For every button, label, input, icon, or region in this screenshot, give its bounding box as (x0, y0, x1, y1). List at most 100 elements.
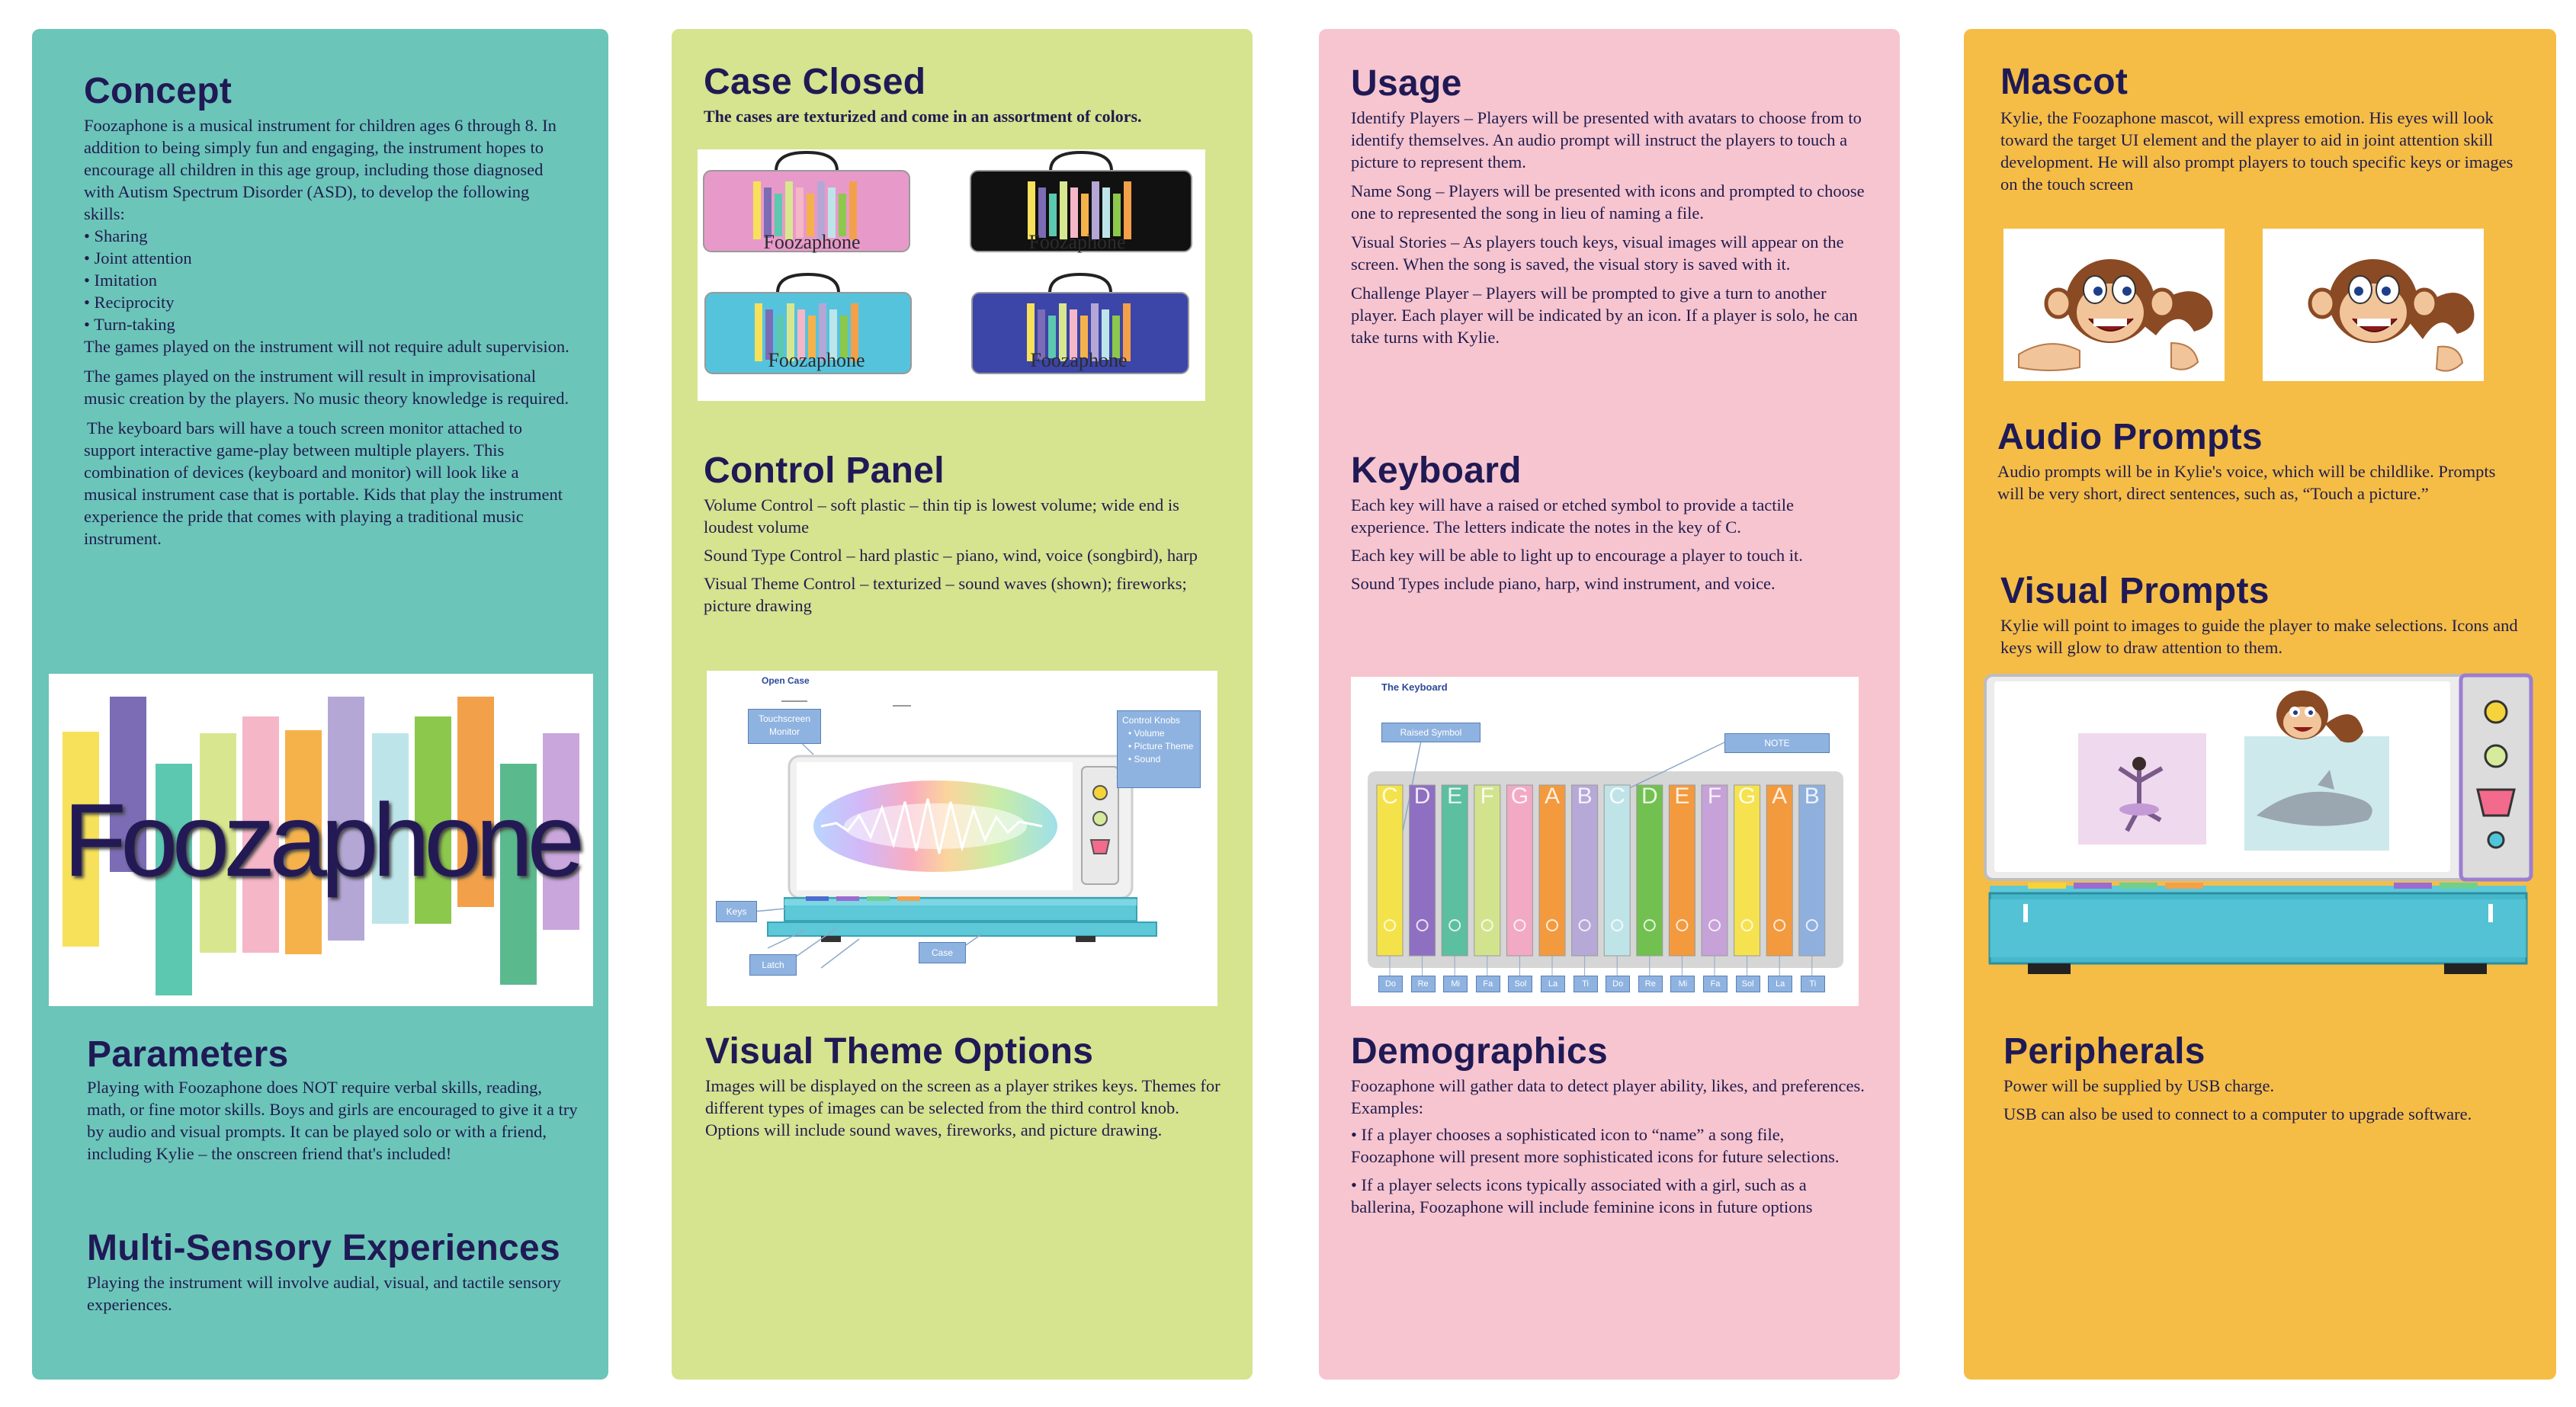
note-letter: G (1510, 784, 1529, 809)
concept-supervision: The games played on the instrument will … (84, 337, 569, 356)
logo-bar (242, 716, 279, 953)
parameters-heading: Parameters (87, 1034, 289, 1075)
control-item: Volume Control – soft plastic – thin tip… (704, 495, 1179, 537)
monkey-mascot-icon (2018, 259, 2213, 371)
raised-symbol-icon (1676, 919, 1689, 931)
peripheral-item: USB can also be used to connect to a com… (2003, 1104, 2472, 1123)
demographics-item: • If a player selects icons typically as… (1351, 1175, 1813, 1216)
case-bar (1124, 181, 1131, 239)
logo-bar (500, 764, 537, 985)
keyboard-item: Each key will be able to light up to enc… (1351, 546, 1803, 565)
key-bar (1441, 784, 1468, 957)
note-letter: F (1707, 784, 1722, 809)
case-bar (787, 303, 794, 361)
case-bar (1080, 316, 1088, 358)
case-bar (1102, 309, 1109, 360)
note-letter: E (1447, 784, 1463, 809)
note-letter: D (1413, 784, 1431, 809)
solfege-label: Re (1638, 976, 1663, 992)
keyboard-diagram-title: The Keyboard (1381, 681, 1448, 693)
case-bar (1091, 303, 1099, 361)
note-letter: E (1674, 784, 1690, 809)
skill-item: • Sharing (84, 226, 148, 245)
logo-text: Foozaphone (63, 782, 585, 898)
case-closed-subtitle: The cases are texturized and come in an … (704, 107, 1142, 126)
knobs-title: Control Knobs (1122, 715, 1181, 726)
note-letter: C (1609, 784, 1626, 809)
case-bar (755, 303, 762, 361)
latch-callout: Latch (749, 954, 797, 976)
case-handle-icon (775, 150, 839, 171)
key-bar (1376, 784, 1403, 957)
case-bar (1060, 181, 1067, 239)
case-bar (828, 187, 836, 238)
note-callout: NOTE (1724, 733, 1830, 753)
mascot-heading: Mascot (2000, 62, 2128, 102)
logo-bar (63, 732, 99, 947)
monkey-mascot-icon (2308, 259, 2475, 372)
case-bar (796, 187, 804, 238)
case-bar (851, 303, 858, 361)
note-letter: F (1480, 784, 1494, 809)
control-knobs-callout: Control Knobs • Volume • Picture Theme •… (1117, 710, 1201, 788)
demographics-text: Foozaphone will gather data to detect pl… (1351, 1075, 1869, 1218)
case-bar (1027, 303, 1035, 361)
solfege-label: Do (1606, 976, 1631, 992)
key-bar (1506, 784, 1533, 957)
key-bar (1409, 784, 1436, 957)
keyboard-heading: Keyboard (1351, 450, 1522, 491)
audio-prompts-text: Audio prompts will be in Kylie's voice, … (1997, 462, 2496, 503)
logo-bar (156, 764, 192, 995)
solfege-label: La (1541, 976, 1565, 992)
case-bar (1081, 194, 1089, 236)
keyboard-list: Each key will have a raised or etched sy… (1351, 494, 1869, 595)
usage-item: Visual Stories – As players touch keys, … (1351, 232, 1844, 274)
control-knob-panel (2459, 673, 2533, 882)
case-bar (808, 316, 816, 358)
case-column: Case Closed The cases are texturized and… (672, 29, 1253, 1380)
control-panel-heading: Control Panel (704, 450, 945, 491)
case-bar (840, 316, 848, 358)
case-bar (807, 194, 814, 236)
note-letter: G (1737, 784, 1756, 809)
usage-item: Name Song – Players will be presented wi… (1351, 181, 1865, 223)
case-bar (839, 194, 846, 236)
case-handle-icon (1049, 150, 1113, 171)
case-label: Foozaphone (1028, 231, 1126, 253)
usage-item: Challenge Player – Players will be promp… (1351, 284, 1858, 347)
key-bar (1668, 784, 1695, 957)
demographics-intro: Foozaphone will gather data to detect pl… (1351, 1076, 1865, 1117)
solfege-label: Mi (1670, 976, 1695, 992)
case-bar (1070, 309, 1077, 360)
case-bar (775, 194, 782, 236)
control-panel-list: Volume Control – soft plastic – thin tip… (704, 494, 1222, 617)
note-letter: B (1804, 784, 1820, 809)
ballerina-icon (2078, 733, 2206, 845)
volume-knob (2484, 700, 2508, 724)
case-bar (1092, 181, 1099, 239)
keyboard-item: Each key will have a raised or etched sy… (1351, 495, 1795, 537)
knob-item: • Volume (1128, 728, 1165, 739)
skill-item: • Imitation (84, 271, 157, 290)
demographics-heading: Demographics (1351, 1031, 1609, 1072)
solfege-label: Re (1410, 976, 1436, 992)
control-item: Visual Theme Control – texturized – soun… (704, 574, 1187, 615)
keys-callout: Keys (716, 901, 757, 922)
kylie-smiling-image (2263, 229, 2484, 381)
parameters-text: Playing with Foozaphone does NOT require… (87, 1078, 578, 1163)
case-bar (797, 309, 805, 360)
case-bar (753, 181, 761, 239)
usage-item: Identify Players – Players will be prese… (1351, 108, 1862, 171)
case-bar (1049, 194, 1057, 236)
raised-symbol-icon (1416, 919, 1429, 931)
case-callout: Case (919, 942, 966, 963)
solfege-label: La (1768, 976, 1793, 992)
key-bar (1538, 784, 1566, 957)
solfege-label: Mi (1443, 976, 1468, 992)
visual-prompts-text: Kylie will point to images to guide the … (2000, 616, 2518, 657)
peripheral-item: Power will be supplied by USB charge. (2003, 1076, 2275, 1095)
control-item: Sound Type Control – hard plastic – pian… (704, 546, 1198, 565)
keyboard-item: Sound Types include piano, harp, wind in… (1351, 574, 1776, 593)
mascot-text: Kylie, the Foozaphone mascot, will expre… (2000, 108, 2513, 194)
